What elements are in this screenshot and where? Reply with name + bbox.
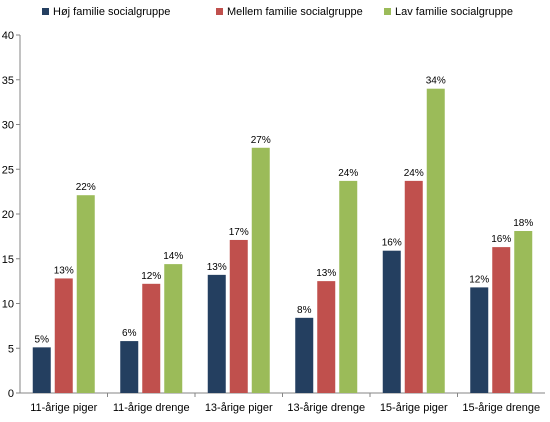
y-tick-label: 0 bbox=[8, 388, 14, 400]
legend: Høj familie socialgruppe Mellem familie s… bbox=[42, 6, 513, 18]
y-tick-label: 35 bbox=[2, 75, 14, 87]
bar bbox=[404, 180, 423, 393]
y-tick-label: 20 bbox=[2, 209, 14, 221]
x-tick-label: 15-årige drenge bbox=[462, 402, 540, 414]
bars bbox=[32, 88, 533, 393]
axes: 0 5 10 15 20 25 30 35 40 11-årige piger 11-årige d… bbox=[2, 30, 545, 414]
data-label: 13% bbox=[207, 262, 227, 273]
bar bbox=[164, 264, 183, 393]
bar bbox=[207, 274, 226, 393]
data-label: 16% bbox=[382, 238, 402, 249]
legend-swatch bbox=[42, 8, 49, 15]
y-tick-label: 25 bbox=[2, 164, 14, 176]
legend-label: Mellem familie socialgruppe bbox=[227, 6, 363, 18]
bar bbox=[295, 317, 314, 393]
bar bbox=[251, 147, 270, 393]
data-label: 8% bbox=[297, 305, 312, 316]
legend-swatch bbox=[384, 8, 391, 15]
y-tick-label: 5 bbox=[8, 343, 14, 355]
bar bbox=[492, 247, 511, 393]
data-label: 18% bbox=[513, 218, 533, 229]
data-label: 17% bbox=[229, 227, 249, 238]
bar bbox=[339, 180, 358, 393]
legend-label: Lav familie socialgruppe bbox=[395, 6, 513, 18]
y-tick-label: 30 bbox=[2, 120, 14, 132]
y-tick-label: 10 bbox=[2, 299, 14, 311]
data-label: 13% bbox=[316, 268, 336, 279]
x-tick-label: 13-årige piger bbox=[205, 402, 273, 414]
x-tick-label: 15-årige piger bbox=[380, 402, 448, 414]
data-label: 16% bbox=[491, 234, 511, 245]
bar bbox=[229, 239, 248, 393]
data-label: 22% bbox=[76, 182, 96, 193]
bar bbox=[120, 341, 139, 393]
x-tick-label: 13-årige drenge bbox=[287, 402, 365, 414]
data-label: 27% bbox=[251, 135, 271, 146]
bar bbox=[470, 287, 489, 393]
bar bbox=[317, 281, 336, 393]
x-tick-label: 11-årige piger bbox=[30, 402, 97, 414]
bar bbox=[54, 278, 73, 393]
data-label: 24% bbox=[404, 168, 424, 179]
bar bbox=[142, 283, 161, 393]
legend-swatch bbox=[216, 8, 223, 15]
data-label: 6% bbox=[122, 328, 137, 339]
bar bbox=[76, 195, 95, 393]
data-label: 34% bbox=[426, 76, 446, 87]
data-label: 24% bbox=[338, 168, 358, 179]
legend-label: Høj familie socialgruppe bbox=[53, 6, 170, 18]
y-tick-label: 40 bbox=[2, 30, 14, 42]
data-label: 14% bbox=[163, 251, 183, 262]
x-tick-label: 11-årige drenge bbox=[113, 402, 190, 414]
bar bbox=[426, 88, 445, 393]
data-label: 12% bbox=[141, 271, 161, 282]
bar bbox=[382, 250, 401, 393]
data-label: 5% bbox=[35, 334, 50, 345]
data-label: 13% bbox=[54, 265, 74, 276]
bar bbox=[514, 231, 533, 393]
data-label: 12% bbox=[469, 274, 489, 285]
bar bbox=[32, 347, 51, 393]
y-tick-label: 15 bbox=[2, 254, 14, 266]
data-labels: 5%13%22%6%12%14%13%17%27%8%13%24%16%24%3… bbox=[35, 76, 534, 346]
